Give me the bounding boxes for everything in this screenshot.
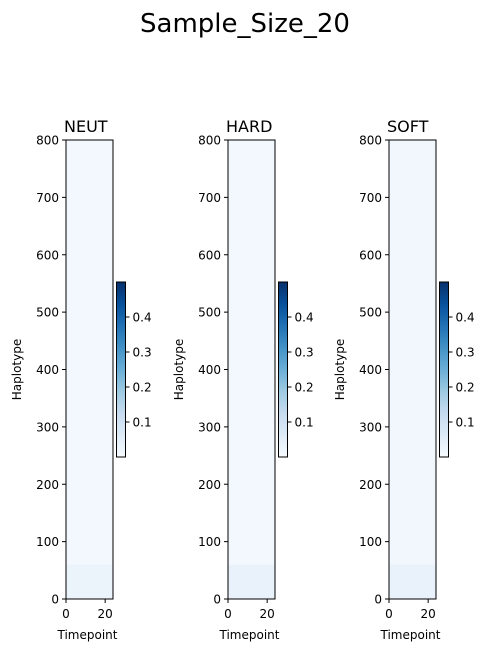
y-tick-label: 800 (359, 134, 382, 148)
heatmap-band-1 (389, 140, 436, 565)
x-tick-label: 0 (224, 607, 232, 621)
panel-title: HARD (226, 117, 272, 136)
x-tick-label: 20 (98, 607, 113, 621)
y-axis-label: Haplotype (172, 339, 186, 400)
y-tick-label: 600 (359, 248, 382, 262)
y-tick-label: 400 (36, 363, 59, 377)
colorbar (439, 281, 449, 458)
x-axis-label: Timepoint (57, 628, 118, 642)
y-axis-label: Haplotype (10, 339, 24, 400)
y-tick-label: 400 (198, 363, 221, 377)
x-tick-label: 0 (385, 607, 393, 621)
colorbar-tick-label: 0.3 (295, 346, 314, 360)
heatmap-band-1 (66, 140, 113, 565)
heatmap-band-0 (389, 564, 436, 599)
y-tick-label: 100 (36, 535, 59, 549)
heatmap-band-1 (228, 140, 275, 565)
y-tick-label: 600 (36, 248, 59, 262)
panel-soft: 0 100 200 300 400 500 600 700 800 0 20 Timepoint Hap… (333, 117, 475, 642)
colorbar-tick-label: 0.3 (133, 346, 152, 360)
colorbar (278, 281, 288, 458)
y-tick-label: 600 (198, 248, 221, 262)
colorbar (116, 281, 126, 458)
y-tick-label: 500 (36, 306, 59, 320)
y-tick-label: 400 (359, 363, 382, 377)
panel-neut: 0 100 200 300 400 500 600 700 800 0 20 Timepoint Hap… (10, 117, 152, 642)
x-tick-label: 0 (62, 607, 70, 621)
colorbar-tick-label: 0.4 (133, 311, 152, 325)
y-tick-label: 200 (36, 478, 59, 492)
colorbar-tick-label: 0.2 (295, 381, 314, 395)
y-tick-label: 0 (213, 593, 221, 607)
y-tick-label: 100 (198, 535, 221, 549)
x-tick-label: 20 (260, 607, 275, 621)
colorbar-tick-label: 0.1 (133, 416, 152, 430)
y-tick-label: 700 (359, 191, 382, 205)
y-tick-label: 100 (359, 535, 382, 549)
panel-hard: 0 100 200 300 400 500 600 700 800 0 20 Timepoint Hap… (172, 117, 314, 642)
y-tick-label: 500 (198, 306, 221, 320)
y-tick-label: 300 (198, 420, 221, 434)
y-tick-label: 200 (359, 478, 382, 492)
figure-title: Sample_Size_20 (140, 9, 350, 39)
y-tick-label: 700 (36, 191, 59, 205)
y-tick-label: 300 (36, 420, 59, 434)
panel-title: NEUT (64, 117, 108, 136)
heatmap-band-0 (66, 564, 113, 599)
y-tick-label: 0 (51, 593, 59, 607)
y-tick-label: 300 (359, 420, 382, 434)
y-tick-label: 800 (36, 134, 59, 148)
y-tick-label: 0 (374, 593, 382, 607)
colorbar-tick-label: 0.4 (295, 311, 314, 325)
y-tick-label: 700 (198, 191, 221, 205)
y-tick-label: 200 (198, 478, 221, 492)
y-tick-label: 800 (198, 134, 221, 148)
x-axis-label: Timepoint (219, 628, 280, 642)
colorbar-tick-label: 0.1 (456, 416, 475, 430)
heatmap-band-0 (228, 564, 275, 599)
colorbar-tick-label: 0.1 (295, 416, 314, 430)
colorbar-tick-label: 0.4 (456, 311, 475, 325)
panel-title: SOFT (387, 117, 429, 136)
x-tick-label: 20 (421, 607, 436, 621)
y-tick-label: 500 (359, 306, 382, 320)
colorbar-tick-label: 0.3 (456, 346, 475, 360)
x-axis-label: Timepoint (380, 628, 441, 642)
colorbar-tick-label: 0.2 (133, 381, 152, 395)
colorbar-tick-label: 0.2 (456, 381, 475, 395)
y-axis-label: Haplotype (333, 339, 347, 400)
